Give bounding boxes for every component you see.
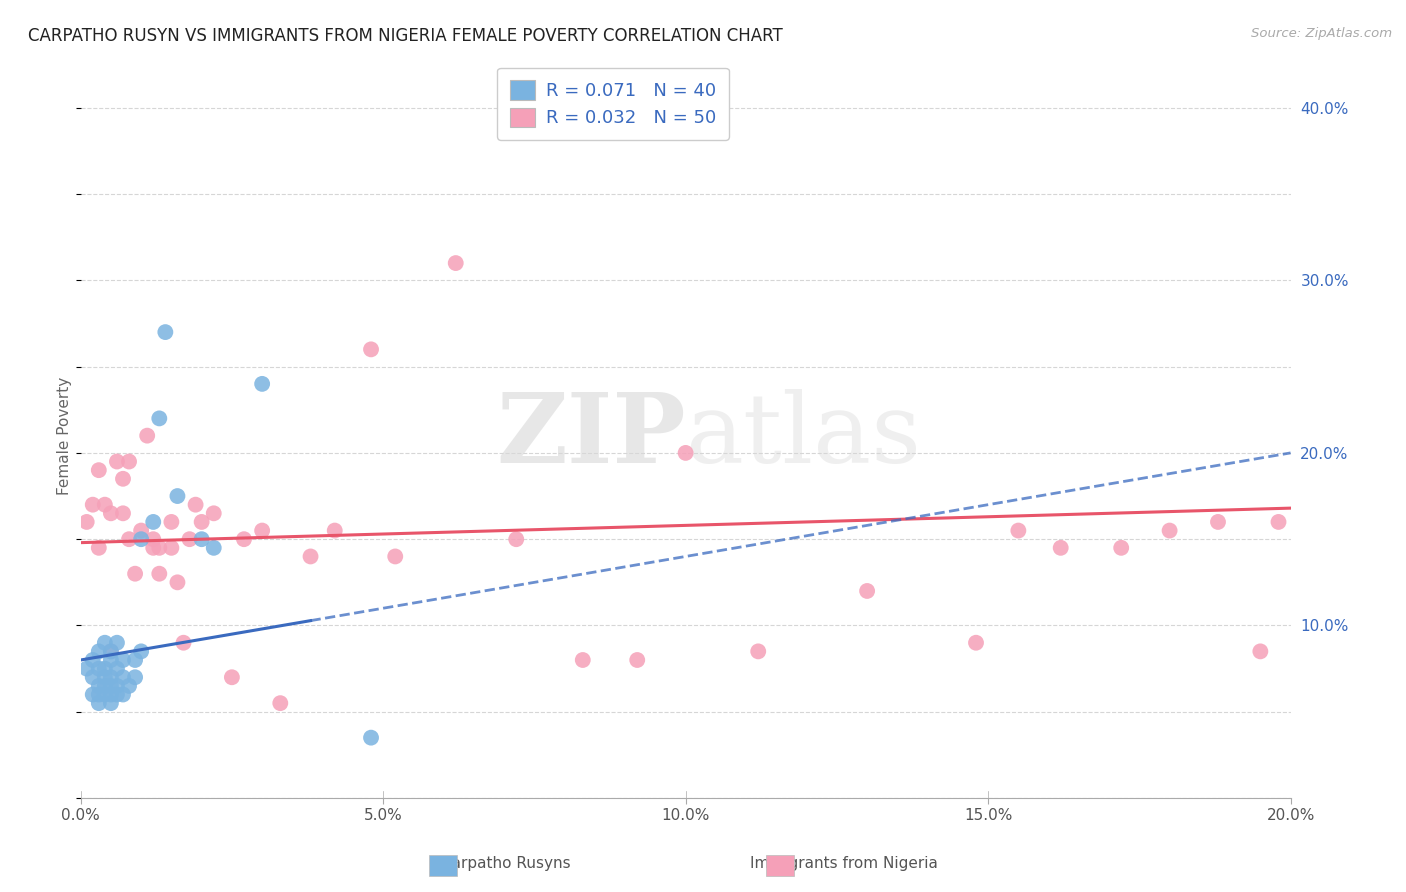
Point: [118, 454, 141, 468]
Point: [221, 670, 243, 684]
Point: [202, 541, 225, 555]
Point: [105, 454, 128, 468]
Point: [233, 532, 256, 546]
Point: [148, 411, 170, 425]
Point: [111, 688, 134, 702]
Point: [100, 506, 122, 520]
Point: [250, 376, 273, 391]
Text: atlas: atlas: [686, 389, 921, 483]
Point: [129, 532, 152, 546]
Point: [323, 524, 346, 538]
Point: [1109, 541, 1132, 555]
Point: [160, 515, 183, 529]
Point: [148, 566, 170, 581]
Point: [142, 515, 165, 529]
Point: [87, 679, 110, 693]
Point: [675, 446, 697, 460]
Point: [94, 679, 117, 693]
Point: [124, 566, 146, 581]
Point: [87, 688, 110, 702]
Point: [129, 524, 152, 538]
Point: [571, 653, 593, 667]
Point: [94, 636, 117, 650]
Point: [87, 662, 110, 676]
Point: [1249, 644, 1271, 658]
Point: [173, 636, 195, 650]
Point: [142, 532, 165, 546]
Point: [747, 644, 769, 658]
Point: [136, 428, 159, 442]
Point: [360, 343, 382, 357]
Point: [94, 688, 117, 702]
Point: [94, 670, 117, 684]
Point: [87, 644, 110, 658]
Point: [105, 679, 128, 693]
Text: CARPATHO RUSYN VS IMMIGRANTS FROM NIGERIA FEMALE POVERTY CORRELATION CHART: CARPATHO RUSYN VS IMMIGRANTS FROM NIGERI…: [28, 27, 783, 45]
Point: [129, 644, 152, 658]
Point: [100, 696, 122, 710]
Point: [94, 662, 117, 676]
Point: [82, 688, 104, 702]
Point: [360, 731, 382, 745]
Point: [269, 696, 291, 710]
Point: [111, 653, 134, 667]
Point: [160, 541, 183, 555]
Point: [142, 541, 165, 555]
Text: Carpatho Rusyns: Carpatho Rusyns: [441, 856, 571, 871]
Point: [76, 662, 98, 676]
Point: [626, 653, 648, 667]
Point: [384, 549, 406, 564]
Point: [105, 688, 128, 702]
Point: [299, 549, 322, 564]
Point: [1267, 515, 1289, 529]
Point: [444, 256, 467, 270]
Point: [118, 532, 141, 546]
Point: [184, 498, 207, 512]
Point: [190, 532, 212, 546]
Point: [87, 696, 110, 710]
Point: [190, 515, 212, 529]
Point: [124, 653, 146, 667]
Point: [100, 688, 122, 702]
Point: [155, 325, 177, 339]
Point: [118, 679, 141, 693]
Point: [76, 515, 98, 529]
Text: Source: ZipAtlas.com: Source: ZipAtlas.com: [1251, 27, 1392, 40]
Point: [100, 644, 122, 658]
Point: [105, 662, 128, 676]
Point: [82, 670, 104, 684]
Point: [100, 644, 122, 658]
Point: [124, 670, 146, 684]
Point: [856, 584, 879, 599]
Point: [1049, 541, 1071, 555]
Text: ZIP: ZIP: [496, 389, 686, 483]
Point: [179, 532, 201, 546]
Point: [87, 541, 110, 555]
Point: [100, 670, 122, 684]
Text: Immigrants from Nigeria: Immigrants from Nigeria: [749, 856, 938, 871]
Point: [1159, 524, 1181, 538]
Point: [82, 498, 104, 512]
Point: [82, 653, 104, 667]
Point: [965, 636, 987, 650]
Point: [111, 670, 134, 684]
Y-axis label: Female Poverty: Female Poverty: [58, 376, 72, 495]
Point: [148, 541, 170, 555]
Point: [111, 506, 134, 520]
Point: [100, 653, 122, 667]
Legend: R = 0.071   N = 40, R = 0.032   N = 50: R = 0.071 N = 40, R = 0.032 N = 50: [498, 68, 728, 140]
Point: [111, 472, 134, 486]
Point: [250, 524, 273, 538]
Point: [505, 532, 527, 546]
Point: [100, 679, 122, 693]
Point: [105, 636, 128, 650]
Point: [1206, 515, 1229, 529]
Point: [87, 463, 110, 477]
Point: [202, 506, 225, 520]
Point: [166, 489, 188, 503]
Point: [1007, 524, 1029, 538]
Point: [166, 575, 188, 590]
Point: [94, 498, 117, 512]
